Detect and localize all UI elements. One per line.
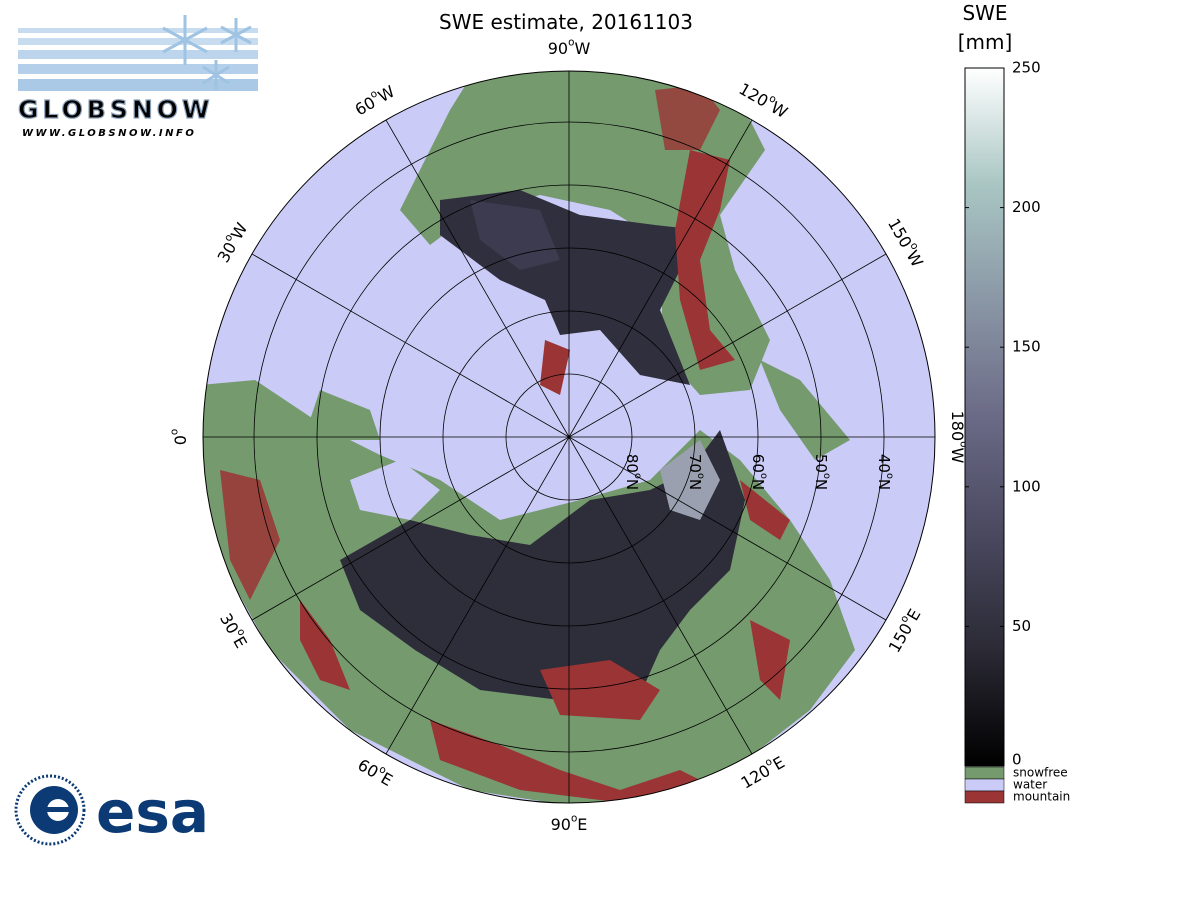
lat-label-part: o	[632, 473, 643, 479]
lat-label: 50oN	[813, 454, 833, 490]
lon-label-part: E	[230, 633, 252, 651]
class-label: snowfree	[1013, 766, 1068, 780]
lon-label: 30oE	[216, 609, 253, 651]
esa-text: esa	[96, 778, 209, 846]
lon-label-part: o	[898, 613, 912, 625]
lat-label-part: 70	[687, 454, 705, 473]
class-label: water	[1013, 778, 1047, 792]
lon-label-part: W	[574, 39, 590, 58]
title: SWE estimate, 20161103	[439, 10, 693, 34]
lat-label-part: o	[758, 473, 769, 479]
lon-label: 60oW	[350, 80, 397, 119]
class-swatch	[964, 778, 1005, 792]
lon-label: 180oW	[949, 411, 970, 464]
meridian	[385, 436, 570, 755]
lon-label-part: o	[571, 813, 577, 825]
colorbar-label: SWE	[962, 1, 1007, 25]
lon-label-part: o	[368, 88, 380, 102]
lat-label: 80oN	[624, 454, 644, 490]
colorbar-tick-label: 200	[1012, 198, 1041, 216]
lon-label-part: 90	[548, 39, 568, 58]
class-swatch	[964, 766, 1005, 780]
lon-label-part: 90	[551, 815, 571, 834]
lat-label-part: N	[876, 479, 894, 490]
colorbar-ramp	[964, 67, 1005, 767]
meridian	[568, 253, 887, 438]
colorbar-tick-label: 50	[1012, 617, 1031, 635]
colorbar-tick-label: 100	[1012, 477, 1041, 495]
lon-label-part: o	[377, 763, 389, 777]
lon-label: 0o	[169, 429, 190, 446]
lon-label-part: E	[769, 752, 787, 774]
meridian	[568, 436, 753, 755]
meridian	[251, 436, 570, 621]
lat-label-part: 50	[813, 454, 831, 473]
lat-label-part: 80	[624, 454, 642, 473]
lat-label-part: N	[750, 479, 768, 490]
lon-label-part: W	[374, 81, 397, 105]
lon-label-part: 30	[213, 239, 240, 266]
globsnow-logo: GLOBSNOW WWW.GLOBSNOW.INFO	[17, 15, 258, 139]
lon-label: 60oE	[355, 753, 397, 790]
colorbar-tick-label: 0	[1012, 751, 1022, 769]
lat-label-part: N	[813, 479, 831, 490]
meridian	[568, 119, 753, 438]
lon-label-part: 0	[171, 435, 190, 445]
lon-label-part: o	[767, 92, 779, 106]
colorbar: SWE [mm] 0 50 100 150 200 250 snowfreewatermou…	[958, 1, 1071, 804]
lat-label-part: o	[884, 473, 895, 479]
class-label: mountain	[1013, 790, 1070, 804]
lon-label: 30oW	[212, 218, 251, 265]
lat-label: 40oN	[876, 454, 896, 490]
lon-label-part: 180	[949, 411, 968, 442]
lat-label-part: N	[687, 479, 705, 490]
esa-logo: esa	[14, 774, 209, 846]
lat-label-part: 60	[750, 454, 768, 473]
lon-label-part: o	[568, 37, 574, 49]
lat-label: 70oN	[687, 454, 707, 490]
colorbar-label: [mm]	[958, 30, 1013, 54]
lon-label-part: o	[222, 232, 236, 244]
lon-label-part: W	[949, 448, 968, 464]
globsnow-text: GLOBSNOW	[18, 95, 214, 124]
globsnow-url: WWW.GLOBSNOW.INFO	[22, 128, 196, 139]
colorbar-tick-label: 150	[1012, 338, 1041, 356]
lon-label-part: E	[577, 815, 587, 834]
lon-label: 90oW	[548, 37, 591, 58]
lat-label-part: 40	[876, 454, 894, 473]
lon-label-part: o	[169, 429, 181, 435]
colorbar-tick-label: 250	[1012, 59, 1041, 77]
lat-label-part: o	[821, 473, 832, 479]
lon-label-part: o	[907, 240, 921, 252]
lat-label-part: o	[695, 473, 706, 479]
lon-label-part: W	[903, 247, 927, 270]
lon-label: 150oW	[884, 214, 929, 270]
meridian	[385, 119, 570, 438]
lat-label: 60oN	[750, 454, 770, 490]
meridian	[251, 253, 570, 438]
lon-label-part: o	[957, 441, 969, 447]
lon-label: 120oW	[736, 77, 792, 122]
lon-label-part: o	[234, 626, 248, 638]
lon-label-part: o	[763, 756, 775, 770]
lon-label: 90oE	[551, 813, 588, 834]
lat-label-part: N	[624, 479, 642, 490]
lon-label-part: 150	[884, 620, 916, 656]
lon-label-part: 60	[355, 755, 382, 782]
meridian	[568, 436, 887, 621]
land	[203, 71, 855, 803]
class-swatch	[964, 790, 1005, 804]
lon-label-part: 120	[736, 79, 772, 111]
